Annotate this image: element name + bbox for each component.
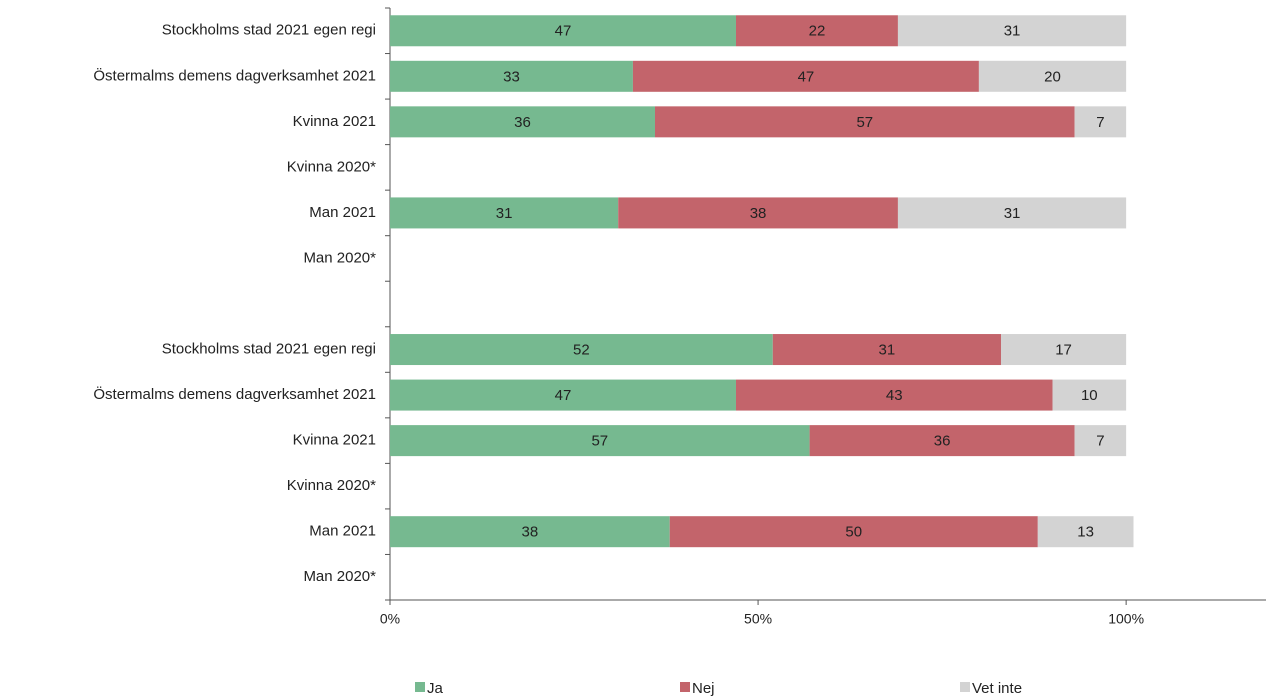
data-label: 57 <box>591 433 608 450</box>
y-tick-label: Kvinna 2020* <box>287 477 376 494</box>
y-tick-label: Man 2020* <box>303 568 376 585</box>
data-label: 31 <box>1004 205 1021 222</box>
bar-segment <box>390 425 810 457</box>
data-label: 36 <box>514 114 531 131</box>
y-tick-label: Man 2021 <box>309 204 376 221</box>
x-tick-label: 50% <box>744 611 772 627</box>
legend-swatch <box>960 682 970 692</box>
bar-segment <box>1074 106 1127 138</box>
bar-segment <box>390 334 773 366</box>
bar-segment <box>1037 516 1134 548</box>
legend-label: Ja <box>427 680 444 697</box>
data-label: 50 <box>845 524 862 541</box>
bar-segment <box>669 516 1038 548</box>
y-tick-label: Kvinna 2020* <box>287 158 376 175</box>
bar-segment <box>978 60 1127 92</box>
bar-segment <box>1074 425 1127 457</box>
bar-segment <box>655 106 1075 138</box>
y-tick-label: Man 2021 <box>309 523 376 540</box>
bar-segment <box>897 15 1127 47</box>
bar-segment <box>390 379 736 411</box>
data-label: 33 <box>503 68 520 85</box>
data-label: 17 <box>1055 342 1072 359</box>
data-label: 47 <box>555 387 572 404</box>
bar-segment <box>618 197 898 229</box>
bar-segment <box>390 516 670 548</box>
data-label: 38 <box>522 524 539 541</box>
y-tick-label: Kvinna 2021 <box>293 432 376 449</box>
data-label: 10 <box>1081 387 1098 404</box>
y-tick-label: Stockholms stad 2021 egen regi <box>162 22 376 39</box>
data-label: 20 <box>1044 68 1061 85</box>
y-tick-label: Stockholms stad 2021 egen regi <box>162 341 376 358</box>
x-tick-label: 100% <box>1108 611 1144 627</box>
data-label: 52 <box>573 342 590 359</box>
data-label: 43 <box>886 387 903 404</box>
y-tick-label: Östermalms demens dagverksamhet 2021 <box>93 66 376 84</box>
data-label: 38 <box>750 205 767 222</box>
bar-segment <box>809 425 1075 457</box>
data-label: 36 <box>934 433 951 450</box>
x-tick-label: 0% <box>380 611 400 627</box>
y-tick-label: Kvinna 2021 <box>293 113 376 130</box>
legend-label: Nej <box>692 680 715 697</box>
data-label: 7 <box>1096 433 1104 450</box>
legend-swatch <box>415 682 425 692</box>
data-label: 31 <box>879 342 896 359</box>
bar-segment <box>390 197 619 229</box>
bar-segment <box>1000 334 1127 366</box>
legend-label: Vet inte <box>972 680 1022 697</box>
bar-segment <box>772 334 1001 366</box>
y-tick-label: Man 2020* <box>303 249 376 266</box>
data-label: 31 <box>1004 23 1021 40</box>
data-label: 31 <box>496 205 513 222</box>
bar-segment <box>897 197 1127 229</box>
data-label: 57 <box>856 114 873 131</box>
data-label: 47 <box>555 23 572 40</box>
data-label: 13 <box>1077 524 1094 541</box>
bar-segment <box>735 15 898 47</box>
bar-segment <box>735 379 1053 411</box>
bar-segment <box>632 60 979 92</box>
y-tick-label: Östermalms demens dagverksamhet 2021 <box>93 385 376 403</box>
bar-segment <box>390 60 633 92</box>
data-label: 22 <box>809 23 826 40</box>
bar-segment <box>1052 379 1127 411</box>
legend-swatch <box>680 682 690 692</box>
data-label: 7 <box>1096 114 1104 131</box>
data-label: 47 <box>798 68 815 85</box>
bar-segment <box>390 106 656 138</box>
bar-segment <box>390 15 736 47</box>
